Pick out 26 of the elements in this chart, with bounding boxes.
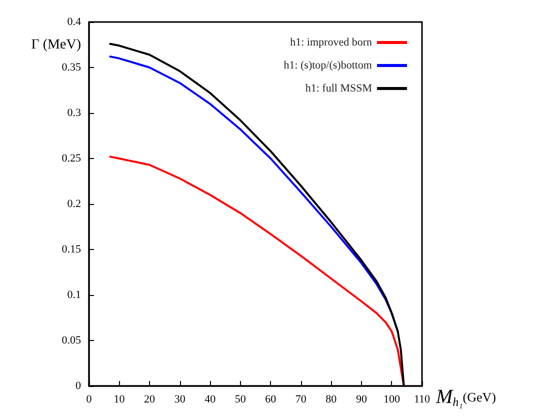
y-tick-label: 0 [76, 380, 82, 392]
y-tick-label: 0.3 [67, 107, 82, 119]
y-tick-label: 0.35 [62, 62, 82, 74]
legend-label: h1: full MSSM [305, 82, 372, 94]
x-tick-label: 50 [234, 394, 246, 406]
x-tick-label: 110 [414, 394, 431, 406]
x-tick-label: 100 [383, 394, 400, 406]
x-tick-label: 0 [86, 394, 92, 406]
y-tick-label: 0.05 [62, 334, 82, 346]
line-series [109, 156, 405, 387]
y-tick-label: 0.4 [67, 16, 82, 28]
x-tick-label: 30 [174, 394, 186, 406]
legend-label: h1: improved born [290, 36, 372, 48]
x-tick-label: 20 [144, 394, 156, 406]
legend-label: h1: (s)top/(s)bottom [284, 60, 372, 72]
x-tick-label: 60 [265, 394, 277, 406]
x-tick-label: 90 [356, 394, 368, 406]
x-tick-label: 10 [114, 394, 126, 406]
y-axis-title: Γ (MeV) [31, 38, 82, 52]
x-tick-label: 70 [295, 394, 307, 406]
x-tick-label: 40 [204, 394, 216, 406]
y-tick-label: 0.1 [67, 289, 81, 301]
x-tick-label: 80 [326, 394, 338, 406]
y-tick-label: 0.15 [62, 244, 82, 256]
y-tick-label: 0.2 [67, 198, 81, 210]
y-tick-label: 0.25 [62, 152, 82, 164]
